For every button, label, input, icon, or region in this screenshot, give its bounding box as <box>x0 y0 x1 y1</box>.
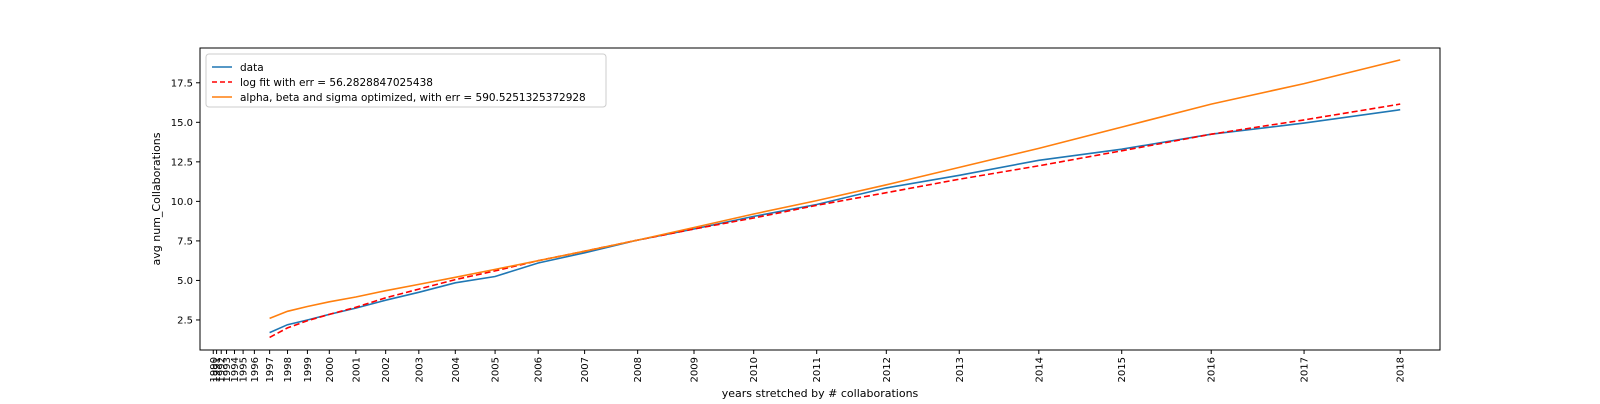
legend-box <box>205 53 607 108</box>
x-tick-label: 2000 <box>325 357 336 382</box>
y-tick-label: 15.0 <box>171 118 193 129</box>
series-line-0 <box>269 108 1401 334</box>
x-tick-label: 1997 <box>265 357 276 382</box>
x-tick-label: 1993 <box>222 357 233 382</box>
x-tick-label: 1995 <box>239 357 250 382</box>
x-tick-label: 1992 <box>217 357 228 382</box>
x-tick-label: 1994 <box>230 357 241 382</box>
x-tick-label: 2007 <box>580 357 591 382</box>
x-tick-label: 1998 <box>283 357 294 382</box>
series-line-2 <box>269 59 1401 320</box>
y-tick-label: 7.5 <box>177 236 193 247</box>
x-tick-label: 2008 <box>633 357 644 382</box>
x-tick-label: 1990 <box>209 357 220 382</box>
x-tick-label: 1991 <box>212 357 223 382</box>
x-tick-label: 2015 <box>1117 357 1128 382</box>
legend-entry: data <box>240 62 264 74</box>
x-tick-label: 2014 <box>1034 357 1045 382</box>
legend-entry: log fit with err = 56.2828847025438 <box>240 77 433 89</box>
x-tick-label: 1999 <box>303 357 314 382</box>
x-tick-label: 2004 <box>451 357 462 382</box>
x-tick-label: 1996 <box>250 357 261 382</box>
y-tick-label: 5.0 <box>177 276 193 287</box>
y-axis-label: avg num_Collaborations <box>150 132 163 265</box>
series-line-1 <box>269 103 1401 339</box>
x-tick-label: 2005 <box>491 357 502 382</box>
y-tick-label: 12.5 <box>171 157 193 168</box>
y-tick-label: 17.5 <box>171 78 193 89</box>
x-tick-label: 2002 <box>381 357 392 382</box>
x-tick-label: 2003 <box>414 357 425 382</box>
x-tick-label: 2001 <box>351 357 362 382</box>
y-tick-label: 2.5 <box>177 315 193 326</box>
x-tick-label: 2009 <box>690 357 701 382</box>
y-tick-label: 10.0 <box>171 197 193 208</box>
legend: data log fit with err = 56.2828847025438 a… <box>205 53 607 108</box>
x-tick-label: 2017 <box>1300 357 1311 382</box>
y-axis: 2.5 5.0 7.5 10.0 12.5 15.0 17.5 <box>171 78 200 326</box>
x-tick-label: 2012 <box>882 357 893 382</box>
x-axis-label: years stretched by # collaborations <box>722 387 919 400</box>
x-tick-label: 2011 <box>812 357 823 382</box>
series-layer <box>269 59 1401 339</box>
legend-entry: alpha, beta and sigma optimized, with er… <box>240 92 586 104</box>
x-tick-label: 2010 <box>749 357 760 382</box>
plot-area <box>199 47 1441 351</box>
x-tick-label: 2018 <box>1396 357 1407 382</box>
x-tick-label: 2013 <box>955 357 966 382</box>
x-tick-label: 2016 <box>1207 357 1218 382</box>
x-tick-label: 2006 <box>534 357 545 382</box>
